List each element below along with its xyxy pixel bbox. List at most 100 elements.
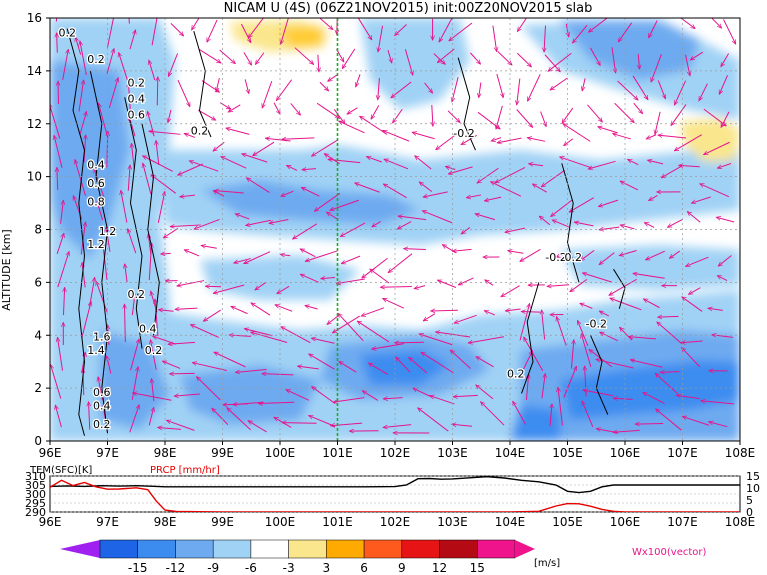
wind-vector <box>686 256 709 266</box>
wind-vector <box>687 212 701 223</box>
wind-vector <box>588 160 616 169</box>
wind-vector <box>355 183 380 193</box>
wind-vector <box>395 24 407 36</box>
wind-vector <box>520 248 541 261</box>
wind-vector <box>129 405 139 433</box>
right-tick-label: 15 <box>746 470 760 483</box>
wind-vector <box>656 409 682 431</box>
y-tick-label: 4 <box>34 328 42 342</box>
wind-vector <box>301 186 320 197</box>
wind-vector <box>590 47 601 66</box>
wind-vector <box>219 49 236 64</box>
wind-vector <box>251 332 288 344</box>
wind-vector <box>235 369 267 373</box>
chart-title: NICAM U (4S) (06Z21NOV2015) init:00Z20NO… <box>224 1 593 16</box>
wind-vector <box>148 243 151 281</box>
wind-vector <box>155 299 159 336</box>
wind-vector <box>599 310 610 317</box>
wind-vector <box>246 219 272 225</box>
wind-vector <box>496 73 503 98</box>
wind-vector <box>368 362 389 375</box>
wind-vector <box>398 216 427 221</box>
colorbar-segment <box>477 539 516 559</box>
wind-vector <box>168 53 179 76</box>
wind-vector <box>244 329 273 337</box>
wind-vector <box>148 234 152 255</box>
wind-vector <box>599 226 620 230</box>
contour-label: 0.2 <box>87 53 105 66</box>
wind-vector <box>649 194 658 201</box>
y-tick-label: 0 <box>34 434 42 448</box>
wind-vector <box>300 273 319 283</box>
wind-vector <box>484 311 496 316</box>
y-tick-label: 10 <box>27 170 42 184</box>
wind-vector <box>119 53 130 84</box>
wind-vector <box>620 180 639 191</box>
wind-vector <box>276 79 293 101</box>
wind-vector <box>448 166 473 174</box>
main-panel: 0.20.20.20.40.60.20.40.60.81.21.20.20.40… <box>0 0 755 460</box>
y-tick-label: 6 <box>34 275 42 289</box>
wind-vector <box>282 138 315 139</box>
wind-vector <box>723 19 737 44</box>
wind-vector <box>453 395 478 396</box>
wind-vector <box>532 183 548 193</box>
wind-vector <box>128 165 130 191</box>
wind-vector <box>698 83 708 101</box>
wind-vector <box>327 314 340 324</box>
wind-vector <box>108 0 111 15</box>
wind-vector <box>300 248 316 258</box>
wind-vector <box>522 351 534 370</box>
wind-vector <box>150 340 157 370</box>
wind-vector <box>339 361 357 373</box>
wind-vector <box>281 18 289 44</box>
wind-vector <box>542 310 546 340</box>
wind-vector <box>244 251 271 265</box>
wind-vector <box>638 54 639 69</box>
wind-vector <box>587 104 602 122</box>
wind-vector <box>558 387 563 426</box>
wind-vector <box>570 340 573 369</box>
wind-vector <box>196 377 221 401</box>
left-tick-label: 290 <box>25 506 46 519</box>
x-tick-label: 104E <box>495 446 526 460</box>
wind-vector <box>378 25 384 52</box>
vector-label: Wx100(vector) <box>632 547 707 558</box>
wind-vector <box>148 407 154 426</box>
wind-vector <box>393 108 403 123</box>
contour-line <box>141 123 160 336</box>
wind-vector <box>519 303 530 341</box>
wind-vector <box>98 377 103 401</box>
wind-vector <box>423 191 448 197</box>
wind-vector <box>413 387 431 397</box>
wind-vector <box>327 212 338 220</box>
wind-vector <box>192 18 200 30</box>
x-tick-label: 103E <box>437 446 468 460</box>
wind-vector <box>544 54 560 72</box>
wind-vector <box>708 308 723 310</box>
shade-mid-region <box>50 60 130 260</box>
wind-vector <box>286 164 298 171</box>
wind-vector <box>646 134 657 140</box>
wind-vector <box>635 424 664 425</box>
shade-dark-region <box>510 405 560 441</box>
wind-vector <box>598 199 619 206</box>
wind-vector <box>82 262 86 288</box>
wind-vector <box>80 222 85 255</box>
wind-vector <box>125 264 128 283</box>
wind-vector <box>720 111 730 128</box>
wind-vector <box>497 137 522 143</box>
contour-label: 0.6 <box>128 108 146 121</box>
contour-label: 0.4 <box>87 159 105 172</box>
wind-vector <box>273 102 281 114</box>
wind-vector <box>620 225 635 230</box>
wind-vector <box>580 303 593 309</box>
wind-vector <box>50 104 61 139</box>
wind-vector <box>717 275 728 282</box>
left-tick-label: 310 <box>25 470 46 483</box>
left-tick-label: 300 <box>25 488 46 501</box>
wind-vector <box>599 252 615 265</box>
wind-vector <box>190 324 219 338</box>
wind-vector <box>189 161 219 172</box>
wind-vector <box>206 19 218 42</box>
